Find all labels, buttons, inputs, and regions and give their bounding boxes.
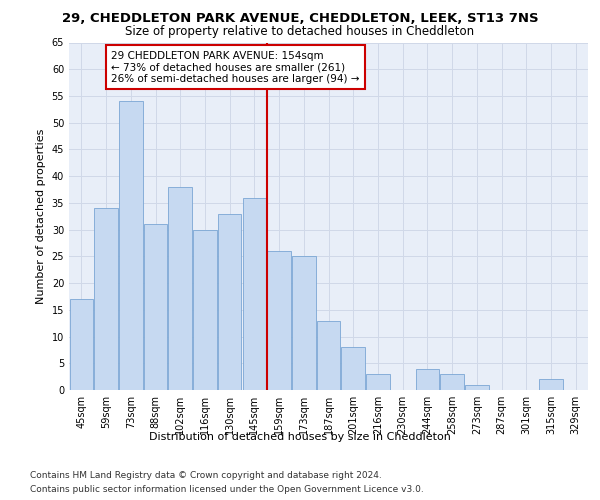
- Bar: [416, 368, 439, 390]
- Bar: [465, 384, 488, 390]
- Y-axis label: Number of detached properties: Number of detached properties: [36, 128, 46, 304]
- Text: Distribution of detached houses by size in Cheddleton: Distribution of detached houses by size …: [149, 432, 451, 442]
- Bar: [144, 224, 167, 390]
- Bar: [119, 102, 143, 390]
- Text: 29, CHEDDLETON PARK AVENUE, CHEDDLETON, LEEK, ST13 7NS: 29, CHEDDLETON PARK AVENUE, CHEDDLETON, …: [62, 12, 538, 26]
- Text: Size of property relative to detached houses in Cheddleton: Size of property relative to detached ho…: [125, 25, 475, 38]
- Bar: [242, 198, 266, 390]
- Text: 29 CHEDDLETON PARK AVENUE: 154sqm
← 73% of detached houses are smaller (261)
26%: 29 CHEDDLETON PARK AVENUE: 154sqm ← 73% …: [111, 50, 359, 84]
- Text: Contains public sector information licensed under the Open Government Licence v3: Contains public sector information licen…: [30, 485, 424, 494]
- Bar: [70, 299, 93, 390]
- Bar: [440, 374, 464, 390]
- Bar: [218, 214, 241, 390]
- Bar: [169, 187, 192, 390]
- Bar: [341, 347, 365, 390]
- Bar: [317, 320, 340, 390]
- Bar: [268, 251, 291, 390]
- Bar: [193, 230, 217, 390]
- Bar: [539, 380, 563, 390]
- Text: Contains HM Land Registry data © Crown copyright and database right 2024.: Contains HM Land Registry data © Crown c…: [30, 471, 382, 480]
- Bar: [366, 374, 389, 390]
- Bar: [94, 208, 118, 390]
- Bar: [292, 256, 316, 390]
